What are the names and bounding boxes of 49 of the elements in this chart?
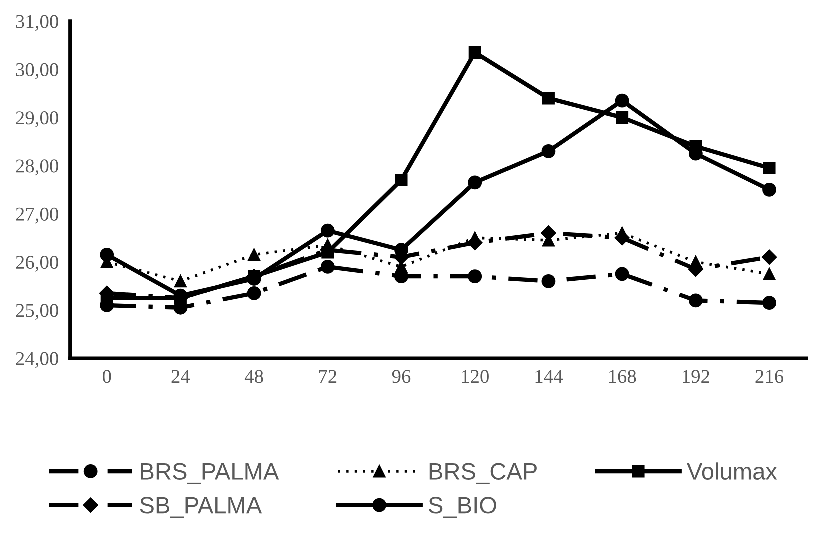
y-tick-label: 31,00 — [16, 15, 58, 32]
point — [763, 268, 776, 280]
point — [320, 224, 335, 238]
point — [762, 250, 778, 265]
point — [468, 176, 482, 190]
point — [322, 246, 334, 259]
x-tick-label: 72 — [319, 370, 337, 384]
point — [616, 111, 629, 124]
y-tick-label: 28,00 — [16, 160, 58, 176]
point — [174, 275, 187, 288]
point — [615, 267, 630, 282]
legend-label: BRS_CAP — [430, 463, 537, 484]
point — [763, 162, 776, 175]
x-tick-label: 144 — [536, 370, 563, 384]
point — [100, 248, 114, 262]
point — [174, 292, 187, 305]
point — [615, 94, 630, 108]
point — [468, 46, 482, 59]
point — [395, 174, 408, 187]
x-tick-label: 48 — [244, 370, 264, 384]
point — [542, 92, 555, 105]
y-tick-label: 27,00 — [16, 208, 58, 224]
y-tick-label: 30,00 — [16, 63, 58, 80]
legend-label: Volumax — [687, 462, 778, 480]
point — [688, 294, 703, 308]
point — [468, 270, 482, 284]
x-tick-label: 192 — [683, 370, 710, 384]
point — [762, 182, 776, 197]
y-tick-label: 29,00 — [16, 112, 58, 128]
x-tick-label: 120 — [462, 370, 489, 384]
x-tick-label: 168 — [609, 370, 636, 384]
y-tick-label: 26,00 — [16, 256, 58, 272]
legend-label: SB_PALMA — [140, 497, 262, 518]
legend-label: S_BIO — [429, 497, 496, 518]
x-tick-label: 24 — [172, 370, 190, 384]
point — [542, 144, 556, 158]
x-tick-label: 96 — [392, 370, 411, 384]
point — [320, 260, 335, 274]
y-tick-label: 24,00 — [16, 352, 58, 368]
x-tick-label: 216 — [756, 370, 784, 384]
y-tick-label: 25,00 — [16, 304, 58, 320]
point — [248, 248, 261, 262]
point — [690, 140, 702, 153]
point — [247, 286, 262, 300]
point — [762, 296, 776, 310]
point — [542, 274, 556, 288]
x-tick-label: 0 — [102, 370, 112, 384]
legend-label: BRS_PALMA — [141, 463, 280, 484]
point — [248, 270, 261, 283]
